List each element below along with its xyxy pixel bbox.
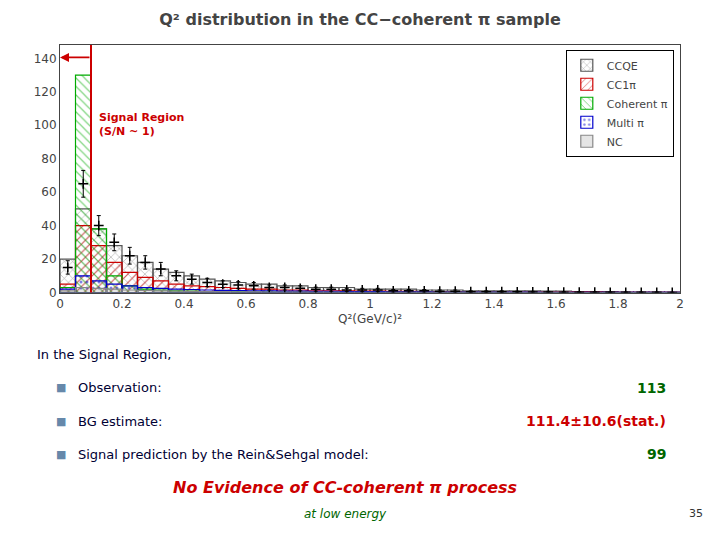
svg-text:80: 80 xyxy=(41,152,56,166)
svg-text:1.4: 1.4 xyxy=(484,297,503,311)
svg-text:0: 0 xyxy=(56,297,64,311)
svg-text:1: 1 xyxy=(366,297,374,311)
svg-text:NC: NC xyxy=(607,136,623,149)
svg-text:■: ■ xyxy=(56,381,66,394)
svg-text:60: 60 xyxy=(41,185,56,199)
svg-text:1.6: 1.6 xyxy=(546,297,565,311)
svg-text:1.8: 1.8 xyxy=(608,297,627,311)
svg-text:Q² distribution in the CC−cohe: Q² distribution in the CC−coherent π sam… xyxy=(159,10,561,29)
svg-text:35: 35 xyxy=(689,507,703,520)
svg-text:Signal Region(S/N ~ 1): Signal Region(S/N ~ 1) xyxy=(99,111,184,138)
svg-text:0.2: 0.2 xyxy=(112,297,131,311)
svg-text:Coherent π: Coherent π xyxy=(607,98,668,111)
svg-text:■: ■ xyxy=(56,448,66,461)
svg-text:2: 2 xyxy=(676,297,684,311)
svg-text:20: 20 xyxy=(41,252,56,266)
svg-text:99: 99 xyxy=(647,446,666,462)
svg-text:Observation:: Observation: xyxy=(78,380,162,395)
svg-text:0: 0 xyxy=(49,286,57,300)
svg-text:120: 120 xyxy=(34,85,57,99)
svg-text:In the Signal Region,: In the Signal Region, xyxy=(37,347,171,362)
svg-text:111.4±10.6(stat.): 111.4±10.6(stat.) xyxy=(526,413,666,429)
svg-text:1.2: 1.2 xyxy=(422,297,441,311)
svg-text:40: 40 xyxy=(41,219,56,233)
svg-text:100: 100 xyxy=(34,118,57,132)
svg-text:CC1π: CC1π xyxy=(607,79,636,92)
svg-text:140: 140 xyxy=(34,52,57,66)
svg-text:■: ■ xyxy=(56,415,66,428)
svg-text:No Evidence of CC-coherent π p: No Evidence of CC-coherent π process xyxy=(173,478,517,497)
svg-text:at low energy: at low energy xyxy=(304,507,387,521)
svg-text:Signal prediction by the Rein&: Signal prediction by the Rein&Sehgal mod… xyxy=(78,447,369,462)
svg-text:CCQE: CCQE xyxy=(607,60,638,73)
svg-text:Multi π: Multi π xyxy=(607,117,644,130)
svg-text:0.8: 0.8 xyxy=(298,297,317,311)
svg-text:0.6: 0.6 xyxy=(236,297,255,311)
svg-text:113: 113 xyxy=(637,380,666,396)
svg-text:Q²(GeV/c)²: Q²(GeV/c)² xyxy=(338,312,402,326)
svg-text:BG estimate:: BG estimate: xyxy=(78,414,162,429)
svg-text:0.4: 0.4 xyxy=(174,297,193,311)
